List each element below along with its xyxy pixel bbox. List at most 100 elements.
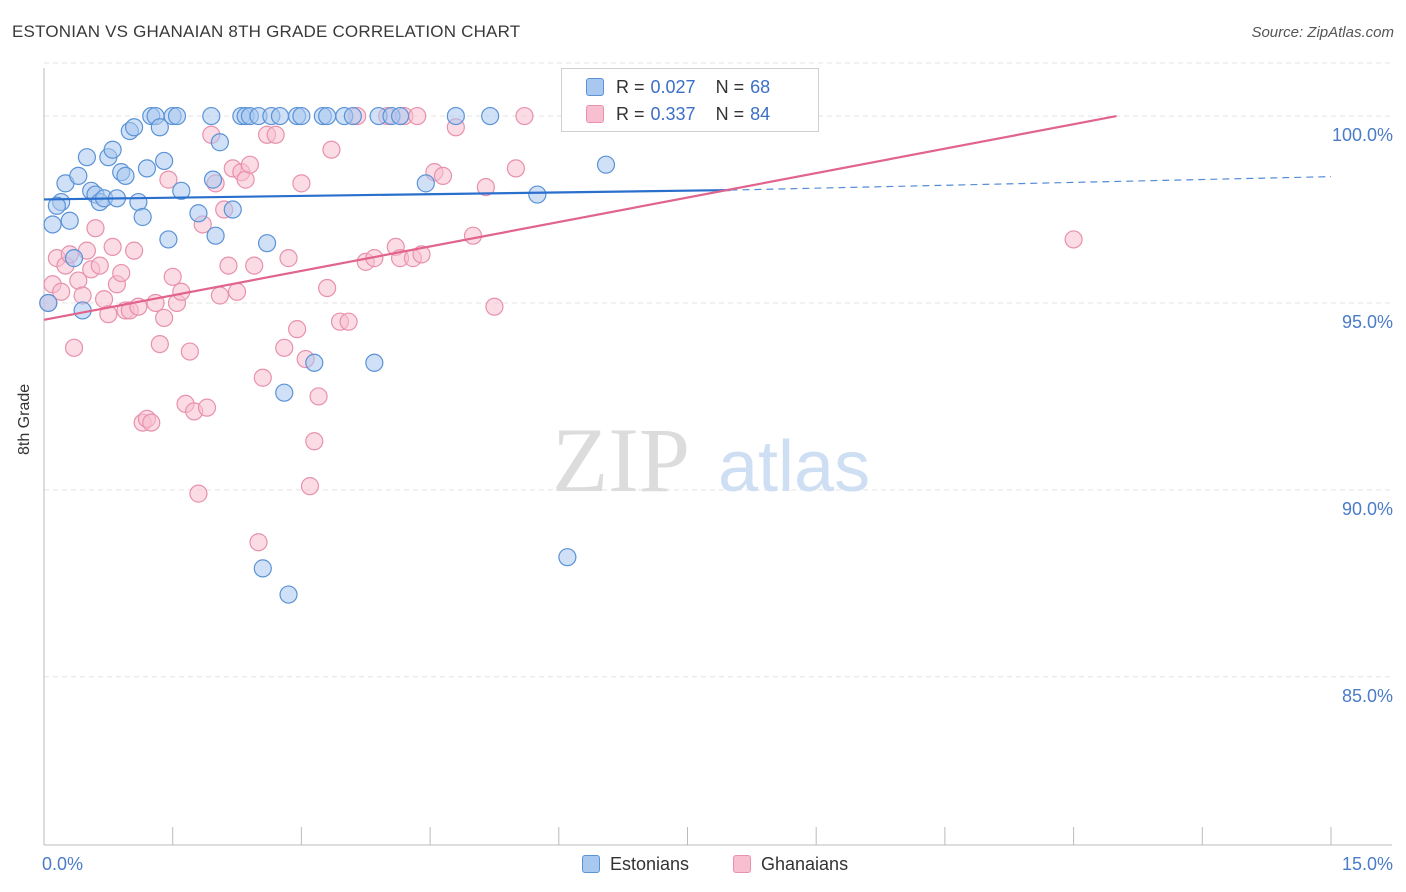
estonian-point (155, 151, 174, 171)
ghanaian-point (180, 342, 199, 361)
estonian-point (129, 192, 148, 212)
estonian-point (203, 170, 223, 189)
ghanaian-point (142, 413, 161, 432)
tick-labels: 100.0% 95.0% 90.0% 85.0% 0.0% 15.0% (42, 125, 1393, 874)
estonian-point (365, 353, 384, 372)
ghanaian-point (90, 256, 109, 275)
ghanaian-point (249, 533, 268, 552)
ghanaian-point (515, 106, 534, 126)
estonian-point (528, 185, 547, 204)
ghanaian-point (236, 170, 255, 189)
estonian-point (558, 548, 577, 567)
ghanaian-point (305, 432, 324, 451)
bottom-legend-ghanaians: Ghanaians (733, 852, 848, 876)
axes (43, 68, 1392, 846)
ghanaian-point (476, 177, 495, 197)
estonian-point (318, 106, 337, 126)
ghanaian-point (1064, 230, 1083, 249)
legend-r-label: R = (616, 76, 645, 97)
bottom-legend-swatch-ghanaians (733, 855, 751, 873)
bottom-legend-label-estonians: Estonians (610, 853, 690, 874)
ghanaian-point (124, 241, 144, 260)
y-tick-label: 100.0% (1332, 125, 1393, 145)
estonian-point (292, 106, 311, 126)
ghanaian-point (52, 282, 71, 301)
legend: R = 0.027 N = 68 R = 0.337 N = 84 (561, 68, 819, 132)
estonian-point (69, 166, 88, 185)
ghanaian-point (275, 338, 294, 357)
estonian-point (133, 207, 152, 227)
legend-row-ghanaians: R = 0.337 N = 84 (586, 101, 770, 127)
legend-r-value: 0.337 (650, 103, 696, 124)
ghanaian-point (339, 312, 358, 331)
legend-n-value: 84 (750, 103, 771, 124)
source-label: Source: ZipAtlas.com (1251, 24, 1394, 41)
estonian-point (270, 106, 290, 126)
legend-n-label: N = (715, 76, 745, 97)
ghanaian-point (210, 286, 229, 305)
estonian-trend-extension (730, 176, 1332, 191)
ghanaian-point (103, 237, 122, 257)
legend-swatch-ghanaians (586, 105, 604, 123)
estonian-point (43, 215, 62, 234)
estonian-point (223, 200, 242, 219)
watermark-zip: ZIP (552, 409, 690, 511)
ghanaian-point (309, 387, 328, 406)
ghanaian-point (163, 267, 182, 286)
ghanaian-point (99, 305, 118, 324)
ghanaian-point (300, 477, 320, 496)
bottom-legend-estonians: Estonians (582, 852, 689, 876)
ghanaian-point (197, 398, 217, 417)
estonian-point (150, 118, 169, 137)
estonian-point (390, 106, 410, 126)
ghanaian-point (253, 368, 272, 387)
y-tick-label: 95.0% (1342, 312, 1393, 332)
ghanaian-point (463, 226, 483, 245)
legend-n-label: N = (715, 103, 745, 124)
estonian-trend-line (43, 188, 731, 201)
ghanaian-point (245, 256, 264, 275)
y-tick-label: 85.0% (1342, 686, 1393, 706)
estonian-points (39, 106, 658, 604)
grid-lines (44, 62, 1392, 678)
bottom-legend-label-ghanaians: Ghanaians (761, 853, 849, 874)
ghanaian-point (159, 170, 178, 189)
ghanaian-point (150, 334, 169, 354)
estonian-point (206, 226, 225, 245)
legend-r-value: 0.027 (650, 76, 696, 97)
ghanaian-point (292, 174, 311, 193)
estonian-point (39, 293, 58, 313)
ghanaian-point (64, 338, 84, 357)
legend-swatch-estonians (586, 78, 604, 96)
estonian-point (305, 353, 324, 372)
ghanaian-point (408, 106, 427, 126)
ghanaian-point (318, 278, 337, 298)
legend-n-value: 68 (750, 76, 771, 97)
y-tick-label: 90.0% (1342, 499, 1393, 519)
estonian-point (416, 174, 435, 193)
ghanaian-point (485, 297, 504, 316)
estonian-point (77, 148, 97, 167)
watermark: ZIP atlas (552, 409, 870, 511)
estonian-point (446, 106, 465, 126)
estonian-point (257, 234, 277, 253)
ghanaian-point (322, 140, 341, 159)
ghanaian-point (433, 166, 453, 185)
chart-title: ESTONIAN VS GHANAIAN 8TH GRADE CORRELATI… (12, 22, 521, 41)
ghanaian-point (94, 290, 114, 309)
ghanaian-point (506, 159, 526, 178)
ghanaian-trend-line (43, 114, 1117, 321)
estonian-point (116, 166, 135, 185)
legend-r-label: R = (616, 103, 645, 124)
estonian-point (279, 585, 298, 604)
estonian-point (343, 106, 362, 126)
estonian-point (47, 196, 66, 215)
x-tick-label: 0.0% (42, 854, 83, 874)
estonian-point (137, 159, 157, 178)
estonian-point (189, 204, 208, 223)
estonian-point (103, 140, 122, 159)
estonian-point (210, 133, 229, 152)
estonian-point (275, 383, 294, 402)
ghanaian-point (112, 263, 131, 283)
ghanaian-point (219, 256, 238, 275)
